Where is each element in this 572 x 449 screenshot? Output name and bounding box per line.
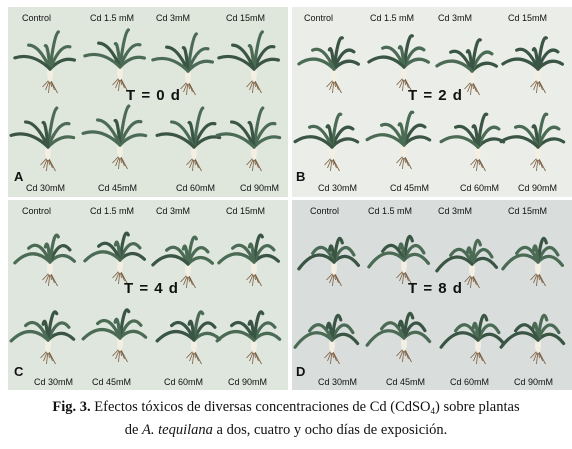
label-cd-30: Cd 30mM: [34, 377, 73, 387]
panel-letter: D: [296, 364, 305, 379]
label-cd-15: Cd 15mM: [508, 206, 547, 216]
label-cd-45: Cd 45mM: [390, 183, 429, 193]
label-cd-60: Cd 60mM: [460, 183, 499, 193]
panel-b: Control Cd 1.5 mM Cd 3mM Cd 15mM T = 2 d…: [292, 7, 572, 197]
panel-letter: C: [14, 364, 23, 379]
label-cd-90: Cd 90mM: [228, 377, 267, 387]
caption-text-3: de: [125, 422, 142, 438]
label-control: Control: [22, 206, 51, 216]
label-cd-3: Cd 3mM: [156, 13, 190, 23]
label-cd-45: Cd 45mM: [98, 183, 137, 193]
label-control: Control: [304, 13, 333, 23]
time-label: T = 4 d: [124, 280, 179, 297]
panel-d: Control Cd 1.5 mM Cd 3mM Cd 15mM T = 8 d…: [292, 200, 572, 390]
label-cd-1-5: Cd 1.5 mM: [368, 206, 412, 216]
label-cd-90: Cd 90mM: [240, 183, 279, 193]
label-cd-30: Cd 30mM: [318, 183, 357, 193]
label-cd-60: Cd 60mM: [450, 377, 489, 387]
caption-text-4: a dos, cuatro y ocho días de exposición.: [213, 422, 447, 438]
label-cd-1-5: Cd 1.5 mM: [90, 206, 134, 216]
time-label: T = 2 d: [408, 87, 463, 104]
caption-line-2: de A. tequilana a dos, cuatro y ocho día…: [0, 421, 572, 440]
label-control: Control: [22, 13, 51, 23]
label-cd-1-5: Cd 1.5 mM: [90, 13, 134, 23]
label-cd-45: Cd 45mM: [386, 377, 425, 387]
label-cd-15: Cd 15mM: [226, 13, 265, 23]
panel-a: Control Cd 1.5 mM Cd 3mM Cd 15mM T = 0 d…: [8, 7, 288, 197]
panel-letter: B: [296, 169, 305, 184]
label-cd-90: Cd 90mM: [518, 183, 557, 193]
label-cd-30: Cd 30mM: [318, 377, 357, 387]
panel-c: Control Cd 1.5 mM Cd 3mM Cd 15mM T = 4 d…: [8, 200, 288, 390]
label-cd-3: Cd 3mM: [438, 13, 472, 23]
figure-caption: Fig. 3. Efectos tóxicos de diversas conc…: [0, 398, 572, 440]
label-cd-60: Cd 60mM: [176, 183, 215, 193]
label-cd-90: Cd 90mM: [514, 377, 553, 387]
fig-label: Fig. 3.: [52, 399, 90, 415]
label-cd-3: Cd 3mM: [156, 206, 190, 216]
caption-text-1: Efectos tóxicos de diversas concentracio…: [94, 399, 430, 415]
label-cd-15: Cd 15mM: [508, 13, 547, 23]
label-control: Control: [310, 206, 339, 216]
panel-letter: A: [14, 169, 23, 184]
caption-line-1: Fig. 3. Efectos tóxicos de diversas conc…: [0, 398, 572, 421]
label-cd-60: Cd 60mM: [164, 377, 203, 387]
time-label: T = 8 d: [408, 280, 463, 297]
time-label: T = 0 d: [126, 87, 181, 104]
caption-text-2: ) sobre plantas: [435, 399, 520, 415]
species-name: A. tequilana: [142, 422, 213, 438]
figure: Control Cd 1.5 mM Cd 3mM Cd 15mM T = 0 d…: [4, 3, 568, 389]
label-cd-15: Cd 15mM: [226, 206, 265, 216]
label-cd-3: Cd 3mM: [438, 206, 472, 216]
label-cd-1-5: Cd 1.5 mM: [370, 13, 414, 23]
label-cd-30: Cd 30mM: [26, 183, 65, 193]
label-cd-45: Cd 45mM: [92, 377, 131, 387]
